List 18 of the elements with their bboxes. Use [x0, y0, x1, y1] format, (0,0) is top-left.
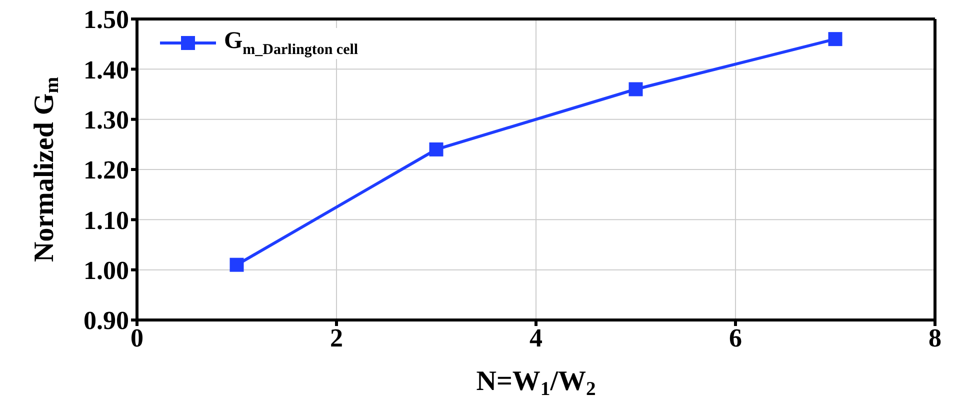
x-tick-label: 8: [928, 323, 942, 352]
y-tick-label: 1.30: [84, 106, 129, 135]
y-tick-label: 1.50: [84, 5, 129, 34]
y-tick-label: 0.90: [84, 306, 129, 336]
x-axis-title: N=W$_{1}$/W$_{2}$: [476, 366, 596, 400]
point: [828, 32, 842, 46]
point: [230, 258, 244, 272]
x-tick-label: 0: [130, 323, 144, 352]
y-tick-label: 1.00: [84, 256, 129, 286]
y-tick-label: 1.10: [84, 206, 129, 235]
y-tick-label: 1.40: [84, 55, 129, 84]
y-tick-label: 1.20: [84, 156, 129, 185]
point: [628, 82, 643, 96]
legend-label: G$_{m_Darlington cell}$: [224, 28, 358, 59]
x-tick-label: 6: [729, 323, 742, 352]
x-tick-label: 2: [330, 323, 343, 352]
x-tick-label: 4: [530, 323, 542, 352]
point: [429, 142, 444, 156]
